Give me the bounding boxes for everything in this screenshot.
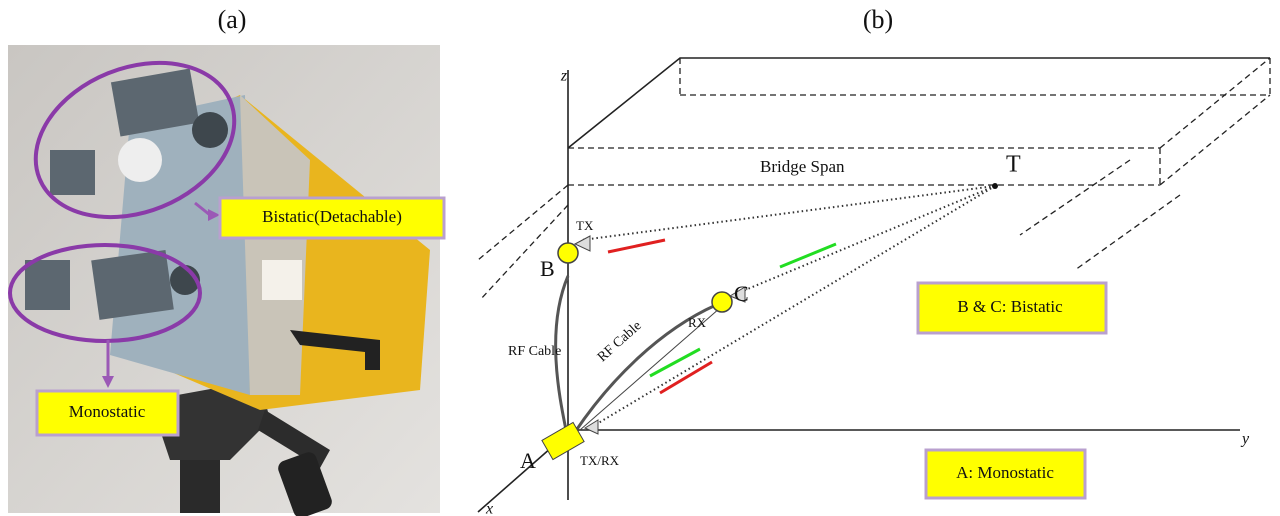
- axis-z: z: [560, 68, 568, 85]
- target-label: T: [1006, 152, 1021, 178]
- caption-b: (b): [863, 5, 893, 34]
- figure: (a) Bistatic(Detachable) Monostatic (b): [0, 0, 1280, 516]
- label-monostatic: Monostatic: [69, 402, 146, 421]
- point-b-role: TX: [576, 218, 594, 233]
- legend-monostatic: A: Monostatic: [956, 463, 1054, 482]
- page: {"panel_a": {"caption": "(a)", "labels":…: [0, 0, 1280, 516]
- point-a: A: [520, 448, 536, 473]
- diagram-lines: [478, 58, 1270, 512]
- point-c-role: RX: [688, 315, 707, 330]
- label-bistatic: Bistatic(Detachable): [262, 207, 402, 226]
- axis-x: x: [485, 501, 493, 516]
- cable-label: RF Cable: [508, 344, 561, 359]
- point-a-role: TX/RX: [580, 453, 620, 468]
- bridge-label: Bridge Span: [760, 157, 845, 176]
- axis-y: y: [1240, 431, 1250, 448]
- point-b: B: [540, 256, 555, 281]
- caption-a: (a): [218, 5, 247, 34]
- photo: [8, 45, 440, 516]
- point-c: C: [734, 281, 749, 306]
- legend-bistatic: B & C: Bistatic: [957, 297, 1063, 316]
